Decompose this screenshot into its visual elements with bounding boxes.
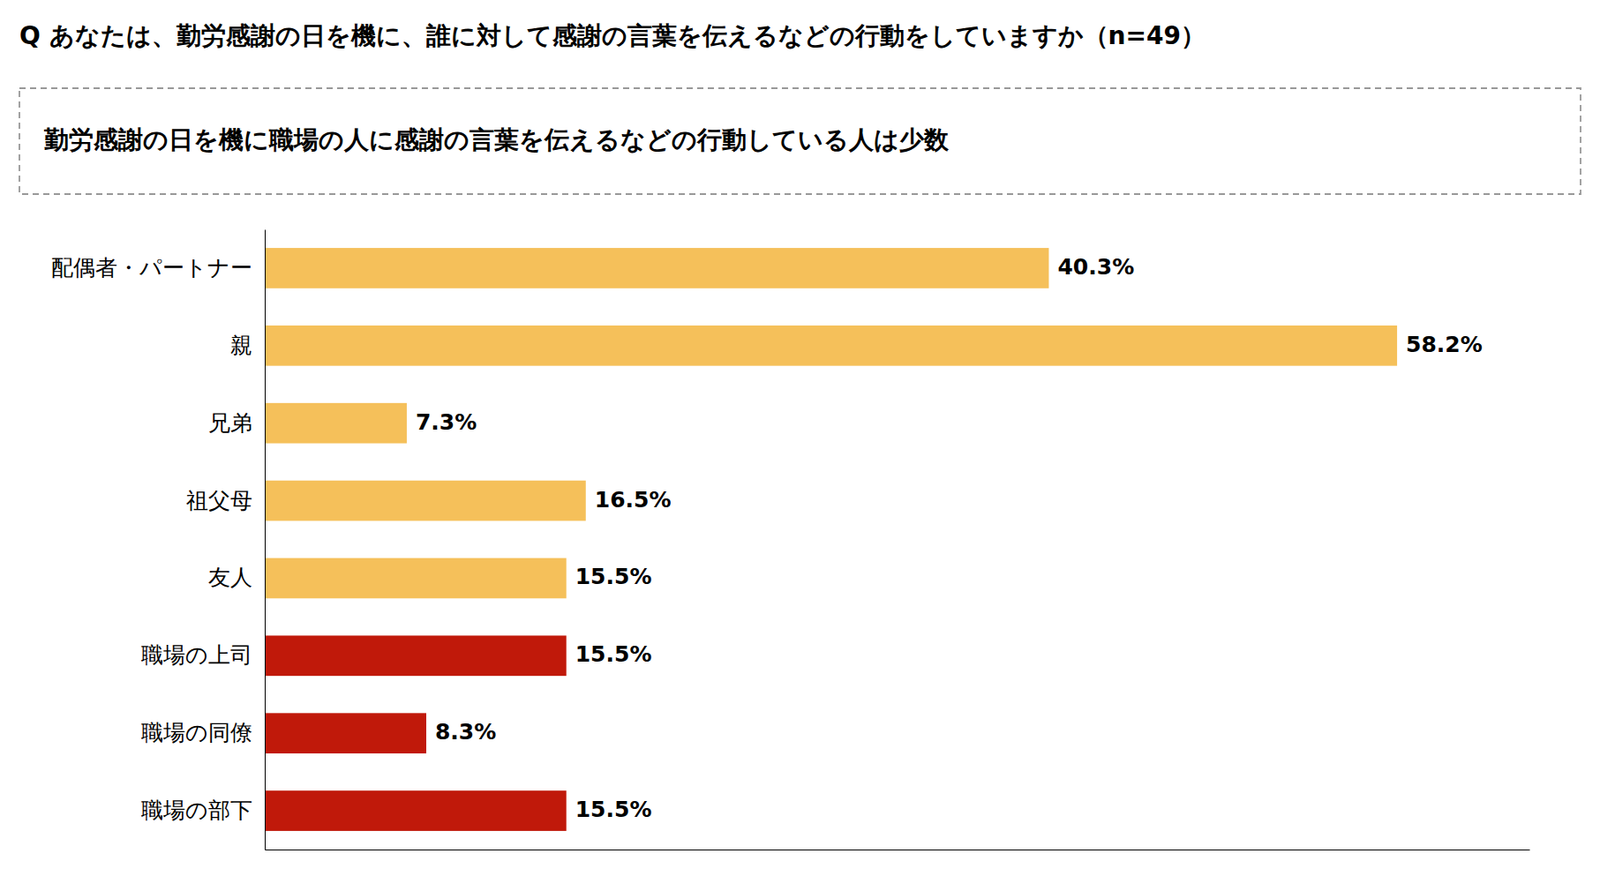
y-tick: 配偶者・パートナー — [51, 255, 253, 281]
data-label: 58.2% — [1405, 331, 1483, 358]
y-tick-label: 職場の上司 — [141, 642, 253, 669]
bar — [264, 635, 567, 677]
chart: Q あなたは、勤労感謝の日を機に、誰に対して感謝の言葉を伝えるなどの行動をしてい… — [0, 0, 1600, 876]
y-tick: 職場の上司 — [141, 642, 253, 669]
data-label: 7.3% — [415, 409, 477, 436]
bar — [264, 790, 567, 832]
data-label: 40.3% — [1057, 254, 1135, 280]
y-tick: 祖父母 — [186, 488, 253, 514]
y-axis-line — [264, 230, 266, 851]
subtitle: 勤労感謝の日を機に職場の人に感謝の言葉を伝えるなどの行動している人は少数 — [43, 125, 950, 155]
x-axis-line — [265, 849, 1531, 851]
data-label: 15.5% — [575, 641, 653, 668]
title: Q あなたは、勤労感謝の日を機に、誰に対して感謝の言葉を伝えるなどの行動をしてい… — [19, 21, 1206, 51]
y-axis: 配偶者・パートナー親兄弟祖父母友人職場の上司職場の同僚職場の部下 — [51, 230, 266, 851]
y-tick: 友人 — [208, 564, 253, 591]
bar — [264, 480, 586, 522]
data-label: 15.5% — [575, 563, 653, 590]
y-tick: 兄弟 — [208, 410, 253, 436]
data-labels: 40.3% 58.2% 7.3% 16.5% 15.5% 15.5% 8.3% 15.5% — [415, 254, 1483, 823]
bar — [264, 713, 427, 754]
x-axis — [265, 849, 1531, 851]
bars — [264, 247, 1398, 832]
data-label: 8.3% — [435, 719, 496, 745]
y-tick-label: 職場の部下 — [141, 797, 253, 824]
subtitle-box — [19, 88, 1581, 195]
y-tick: 職場の部下 — [141, 797, 253, 824]
y-tick: 職場の同僚 — [141, 720, 253, 746]
y-tick-label: 親 — [230, 332, 253, 359]
data-label: 15.5% — [575, 796, 653, 823]
bar — [264, 403, 407, 444]
y-tick-label: 配偶者・パートナー — [51, 255, 253, 281]
y-tick-label: 祖父母 — [186, 488, 253, 514]
plot: 40.3% 58.2% 7.3% 16.5% 15.5% 15.5% 8.3% 15.5% 配偶… — [51, 230, 1531, 851]
y-tick-label: 職場の同僚 — [141, 720, 253, 746]
bar — [264, 325, 1398, 367]
bar — [264, 558, 567, 600]
y-tick-label: 兄弟 — [208, 410, 253, 436]
data-label: 16.5% — [594, 487, 672, 513]
bar — [264, 247, 1049, 289]
y-tick: 親 — [230, 332, 253, 359]
y-tick-label: 友人 — [208, 564, 253, 591]
